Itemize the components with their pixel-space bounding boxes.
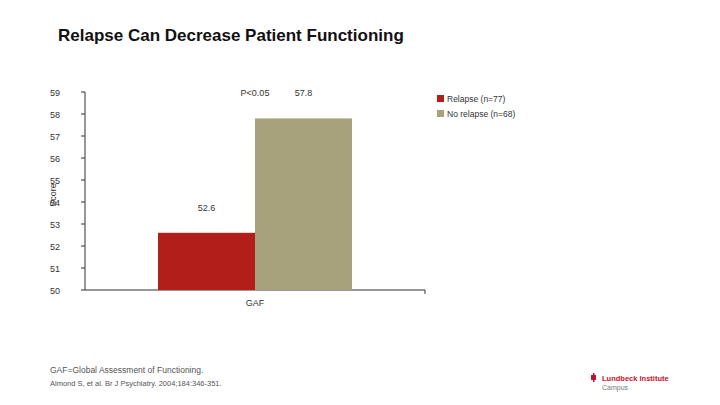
y-tick-label: 59 (50, 88, 60, 98)
legend-swatch (437, 110, 444, 117)
y-axis (85, 92, 86, 290)
slide: Relapse Can Decrease Patient Functioning… (0, 0, 720, 405)
x-tick (425, 290, 426, 294)
y-tick-label: 53 (50, 220, 60, 230)
title: Relapse Can Decrease Patient Functioning (58, 26, 404, 45)
y-axis-label: Score (48, 183, 58, 207)
legend-label: Relapse (n=77) (447, 94, 506, 104)
logo-text: Campus (602, 384, 629, 392)
y-tick-label: 50 (50, 286, 60, 296)
y-tick-label: 58 (50, 110, 60, 120)
data-label: 52.6 (198, 203, 216, 213)
logo-icon (593, 373, 595, 382)
logo-text: Lundbeck Institute (602, 374, 669, 383)
y-tick (81, 114, 85, 115)
y-tick (81, 92, 85, 93)
y-tick-label: 51 (50, 264, 60, 274)
legend-label: No relapse (n=68) (447, 109, 515, 119)
y-tick-label: 52 (50, 242, 60, 252)
x-tick-label: GAF (246, 298, 265, 308)
y-tick-label: 57 (50, 132, 60, 142)
bar (158, 233, 255, 290)
annotation: P<0.05 (241, 88, 270, 98)
y-tick (81, 180, 85, 181)
data-label: 57.8 (295, 88, 313, 98)
y-tick (81, 268, 85, 269)
bar (255, 118, 352, 290)
y-tick-label: 56 (50, 154, 60, 164)
y-tick (81, 202, 85, 203)
bars (158, 118, 352, 290)
y-tick (81, 158, 85, 159)
y-tick (81, 290, 85, 291)
legend-swatch (437, 95, 444, 102)
footnote: Almond S, et al. Br J Psychiatry. 2004;1… (50, 379, 222, 388)
y-tick (81, 224, 85, 225)
y-tick (81, 246, 85, 247)
footnote: GAF=Global Assessment of Functioning. (50, 365, 203, 375)
y-tick (81, 136, 85, 137)
